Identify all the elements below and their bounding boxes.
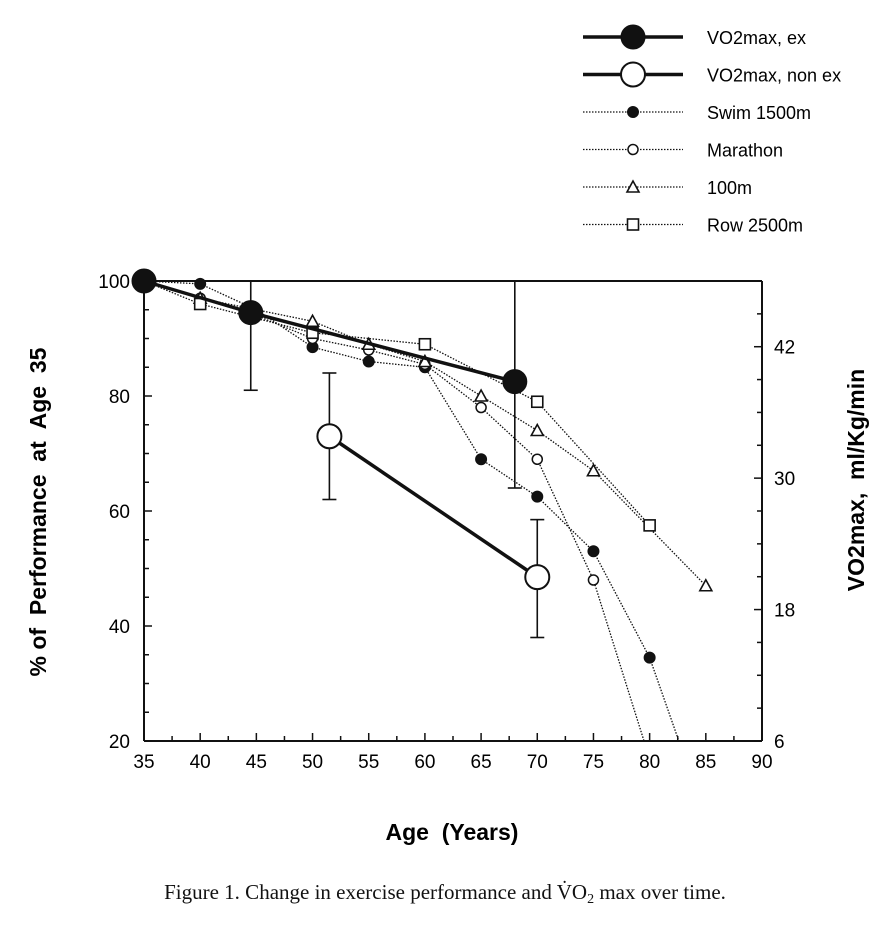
chart-svg: VO2max, ex VO2max, non ex Swim 1500m Marath… xyxy=(25,24,869,845)
x-tick-label: 50 xyxy=(302,752,323,773)
caption-subscript: 2 xyxy=(587,892,595,907)
filled-circle-marker xyxy=(620,24,646,50)
x-tick-label: 90 xyxy=(751,752,772,773)
filled-circle-marker xyxy=(238,300,264,326)
open-circle-marker xyxy=(587,574,600,586)
square-marker xyxy=(530,395,544,409)
square-marker xyxy=(418,337,432,351)
x-tick-label: 60 xyxy=(414,752,435,773)
series-line xyxy=(143,280,680,742)
triangle-marker xyxy=(305,313,320,328)
triangle-marker xyxy=(586,463,601,477)
series-vo2max-ex xyxy=(131,268,528,489)
caption-text-end: max over time. xyxy=(594,880,726,904)
filled-circle-marker xyxy=(475,453,488,466)
y-tick-label: 80 xyxy=(109,387,130,408)
figure-caption: Figure 1. Change in exercise performance… xyxy=(0,880,890,908)
open-circle-marker xyxy=(531,453,544,465)
triangle-marker xyxy=(529,422,545,437)
series-line xyxy=(143,280,707,587)
legend-label: Swim 1500m xyxy=(707,103,811,123)
series-layer xyxy=(131,268,714,742)
open-circle-marker xyxy=(475,401,487,414)
square-marker xyxy=(626,218,640,231)
series-vo2max-non-ex xyxy=(316,372,551,639)
x-tick-label: 40 xyxy=(190,752,211,773)
x-tick-label: 80 xyxy=(639,752,660,773)
triangle-marker xyxy=(698,578,714,592)
legend-label: 100m xyxy=(707,178,752,198)
legend-label: Marathon xyxy=(707,141,783,161)
open-circle-marker xyxy=(620,61,646,88)
open-circle-marker xyxy=(316,423,343,450)
filled-circle-marker xyxy=(627,106,639,118)
y2-tick-label: 6 xyxy=(774,732,785,753)
y-axis-label: % of Performance at Age 35 xyxy=(25,347,51,676)
x-tick-label: 45 xyxy=(246,752,267,773)
filled-circle-marker xyxy=(643,651,656,664)
legend-label: VO2max, ex xyxy=(707,28,806,48)
series-marathon xyxy=(138,275,645,742)
x-tick-label: 65 xyxy=(471,752,492,773)
x-tick-label: 85 xyxy=(695,752,716,773)
y2-tick-label: 18 xyxy=(774,601,795,622)
filled-circle-marker xyxy=(531,490,544,503)
legend: VO2max, ex VO2max, non ex Swim 1500m Marath… xyxy=(583,24,841,236)
x-axis-label: Age (Years) xyxy=(386,819,519,845)
series-line xyxy=(143,279,516,384)
x-tick-label: 55 xyxy=(358,752,379,773)
filled-circle-marker xyxy=(131,268,157,294)
y2-axis-label: VO2max, ml/Kg/min xyxy=(843,369,869,591)
triangle-marker xyxy=(417,353,433,368)
open-circle-marker xyxy=(627,143,639,156)
square-marker xyxy=(643,519,656,532)
caption-vo2-symbol: V̇O xyxy=(556,880,588,904)
y-tick-label: 60 xyxy=(109,502,130,523)
legend-label: VO2max, non ex xyxy=(707,66,841,86)
x-tick-label: 75 xyxy=(583,752,604,773)
series-row-2500m xyxy=(137,274,656,532)
triangle-marker xyxy=(625,179,641,193)
triangle-marker xyxy=(473,388,489,402)
y2-tick-label: 42 xyxy=(774,338,795,359)
filled-circle-marker xyxy=(194,277,207,290)
filled-circle-marker xyxy=(502,369,528,395)
series-100m xyxy=(136,273,714,592)
legend-label: Row 2500m xyxy=(707,216,803,236)
series-swim-1500m xyxy=(138,275,680,742)
y-tick-label: 40 xyxy=(109,617,130,638)
series-line xyxy=(143,280,651,526)
x-tick-label: 35 xyxy=(133,752,154,773)
series-line xyxy=(328,434,539,579)
filled-circle-marker xyxy=(587,545,600,558)
axes: 35 40 45 50 55 60 65 70 75 80 85 90 20 40 60 80 100 6 18 30… xyxy=(98,272,795,773)
open-circle-marker xyxy=(524,564,551,591)
x-tick-label: 70 xyxy=(527,752,548,773)
filled-circle-marker xyxy=(362,355,375,368)
y2-tick-label: 30 xyxy=(774,469,795,490)
y-tick-label: 20 xyxy=(109,732,130,753)
y-tick-label: 100 xyxy=(98,272,130,293)
caption-text-start: Figure 1. Change in exercise performance… xyxy=(164,880,557,904)
